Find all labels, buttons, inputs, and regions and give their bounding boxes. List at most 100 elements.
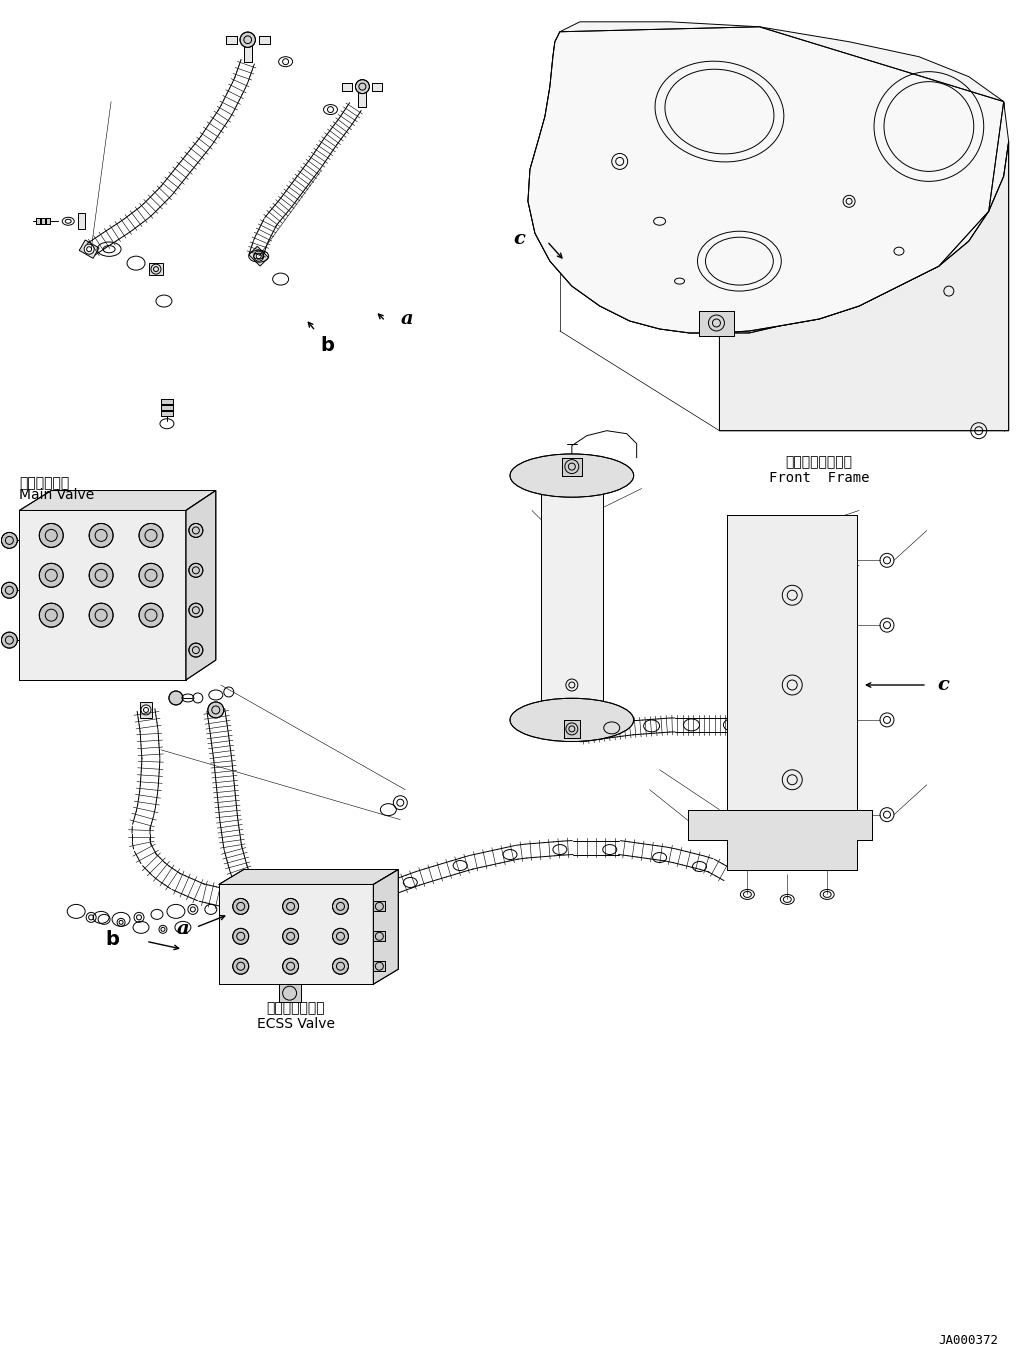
- Circle shape: [84, 244, 95, 254]
- Bar: [699, 311, 734, 336]
- Circle shape: [1, 632, 17, 648]
- Polygon shape: [720, 141, 1008, 430]
- Bar: [20, 510, 186, 680]
- Bar: [279, 984, 300, 1002]
- Circle shape: [189, 563, 203, 577]
- Circle shape: [332, 898, 348, 914]
- Circle shape: [208, 702, 224, 718]
- Circle shape: [189, 524, 203, 537]
- Circle shape: [241, 32, 255, 48]
- Circle shape: [283, 928, 298, 945]
- Circle shape: [256, 254, 261, 259]
- Text: Front  Frame: Front Frame: [769, 470, 870, 484]
- Bar: [728, 515, 857, 869]
- Bar: [564, 720, 580, 738]
- Bar: [372, 82, 382, 90]
- Bar: [41, 218, 45, 225]
- Text: ＥＣＳＳバルブ: ＥＣＳＳバルブ: [266, 1001, 325, 1015]
- Bar: [79, 240, 99, 258]
- Bar: [372, 82, 382, 90]
- Bar: [149, 263, 163, 276]
- Bar: [342, 82, 353, 90]
- Bar: [140, 702, 152, 718]
- Circle shape: [139, 603, 163, 627]
- Bar: [161, 411, 173, 415]
- Ellipse shape: [510, 454, 633, 498]
- Text: JA000372: JA000372: [939, 1334, 998, 1348]
- Bar: [46, 218, 50, 225]
- Bar: [373, 931, 386, 942]
- Circle shape: [781, 720, 792, 729]
- Bar: [161, 399, 173, 404]
- Circle shape: [89, 563, 113, 587]
- Circle shape: [169, 691, 183, 705]
- Circle shape: [139, 563, 163, 587]
- Bar: [20, 510, 186, 680]
- Polygon shape: [688, 810, 872, 869]
- Text: b: b: [105, 930, 119, 949]
- Bar: [226, 36, 236, 44]
- Bar: [161, 404, 173, 410]
- Circle shape: [232, 898, 249, 914]
- Text: a: a: [400, 310, 413, 328]
- Circle shape: [332, 958, 348, 975]
- Circle shape: [86, 247, 91, 252]
- Circle shape: [189, 643, 203, 657]
- Polygon shape: [528, 27, 1003, 333]
- Bar: [244, 40, 252, 62]
- Bar: [249, 247, 268, 266]
- Circle shape: [783, 723, 788, 728]
- Bar: [248, 895, 263, 908]
- Circle shape: [232, 928, 249, 945]
- Bar: [46, 218, 50, 225]
- Bar: [226, 36, 236, 44]
- Circle shape: [1, 583, 17, 598]
- Polygon shape: [78, 214, 85, 229]
- Circle shape: [283, 958, 298, 975]
- Circle shape: [89, 524, 113, 547]
- Text: メインバルブ: メインバルブ: [20, 477, 70, 491]
- Polygon shape: [186, 491, 216, 680]
- Circle shape: [332, 928, 348, 945]
- Bar: [161, 399, 173, 404]
- Circle shape: [189, 603, 203, 617]
- Text: フロントフレーム: フロントフレーム: [785, 455, 852, 470]
- Polygon shape: [219, 869, 398, 884]
- Bar: [244, 40, 252, 62]
- Bar: [259, 36, 269, 44]
- Circle shape: [39, 603, 63, 627]
- Bar: [778, 718, 795, 731]
- Bar: [699, 311, 734, 336]
- Bar: [161, 411, 173, 415]
- Bar: [373, 931, 386, 942]
- Bar: [342, 82, 353, 90]
- Bar: [359, 86, 366, 107]
- Bar: [373, 901, 386, 912]
- Circle shape: [39, 524, 63, 547]
- Bar: [36, 218, 40, 225]
- Polygon shape: [528, 22, 1008, 333]
- Circle shape: [356, 80, 369, 93]
- Bar: [373, 961, 386, 971]
- Circle shape: [232, 958, 249, 975]
- Bar: [562, 458, 582, 476]
- Text: ECSS Valve: ECSS Valve: [257, 1017, 334, 1031]
- Bar: [359, 86, 366, 107]
- Circle shape: [139, 524, 163, 547]
- Text: c: c: [513, 230, 525, 248]
- Circle shape: [254, 251, 263, 260]
- Bar: [219, 884, 373, 984]
- Bar: [562, 458, 582, 476]
- Bar: [541, 476, 602, 720]
- Text: b: b: [321, 336, 334, 355]
- Circle shape: [141, 705, 151, 714]
- Polygon shape: [20, 491, 216, 510]
- Text: Main Valve: Main Valve: [20, 488, 95, 503]
- Circle shape: [39, 563, 63, 587]
- Bar: [564, 720, 580, 738]
- Bar: [279, 984, 300, 1002]
- Ellipse shape: [510, 698, 633, 742]
- Bar: [36, 218, 40, 225]
- Bar: [728, 515, 857, 869]
- Polygon shape: [373, 869, 398, 984]
